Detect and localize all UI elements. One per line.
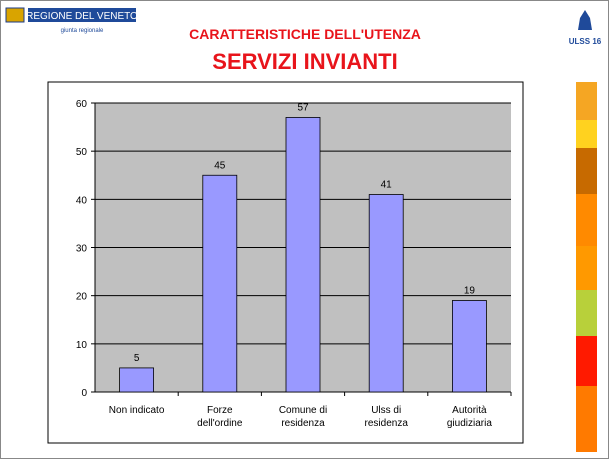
x-tick-label: Forze bbox=[207, 405, 233, 416]
y-tick-label: 40 bbox=[76, 195, 88, 206]
y-tick-label: 10 bbox=[76, 340, 88, 351]
x-tick-label: Ulss di bbox=[371, 405, 401, 416]
x-tick-label: Comune di bbox=[279, 405, 327, 416]
data-label: 57 bbox=[297, 102, 309, 113]
data-label: 5 bbox=[134, 353, 140, 364]
x-tick-label: Autorità bbox=[452, 405, 487, 416]
x-tick-label: Non indicato bbox=[109, 405, 165, 416]
bar bbox=[285, 117, 321, 393]
y-tick-label: 60 bbox=[76, 99, 88, 110]
x-tick-label: giudiziaria bbox=[447, 418, 492, 429]
chart: 0 10 20 30 40 50 60 Non indicato 5 Forze dell'ordi… bbox=[76, 99, 512, 429]
x-tick-label: dell'ordine bbox=[197, 418, 243, 429]
y-tick-label: 0 bbox=[81, 388, 87, 399]
region-emblem bbox=[5, 7, 25, 23]
title-line-1: CARATTERISTICHE DELL'UTENZA bbox=[189, 26, 421, 42]
ulss-emblem bbox=[578, 10, 592, 30]
title-line-2: SERVIZI INVIANTI bbox=[212, 49, 397, 74]
region-logo-bg bbox=[28, 8, 136, 22]
side-strip bbox=[576, 82, 597, 452]
bar bbox=[202, 174, 238, 393]
bar bbox=[451, 300, 487, 393]
data-label: 45 bbox=[214, 160, 226, 171]
data-label: 41 bbox=[381, 180, 393, 191]
y-tick-label: 30 bbox=[76, 244, 88, 255]
ulss-logo: ULSS 16 bbox=[569, 37, 602, 46]
bar bbox=[119, 367, 154, 393]
region-subtitle: giunta regionale bbox=[61, 28, 104, 34]
bar bbox=[368, 194, 404, 393]
x-tick-label: residenza bbox=[281, 418, 325, 429]
y-tick-label: 50 bbox=[76, 147, 88, 158]
y-tick-label: 20 bbox=[76, 292, 88, 303]
data-label: 19 bbox=[464, 285, 476, 296]
x-tick-label: residenza bbox=[365, 418, 409, 429]
region-logo: REGIONE DEL VENETO bbox=[26, 11, 138, 22]
